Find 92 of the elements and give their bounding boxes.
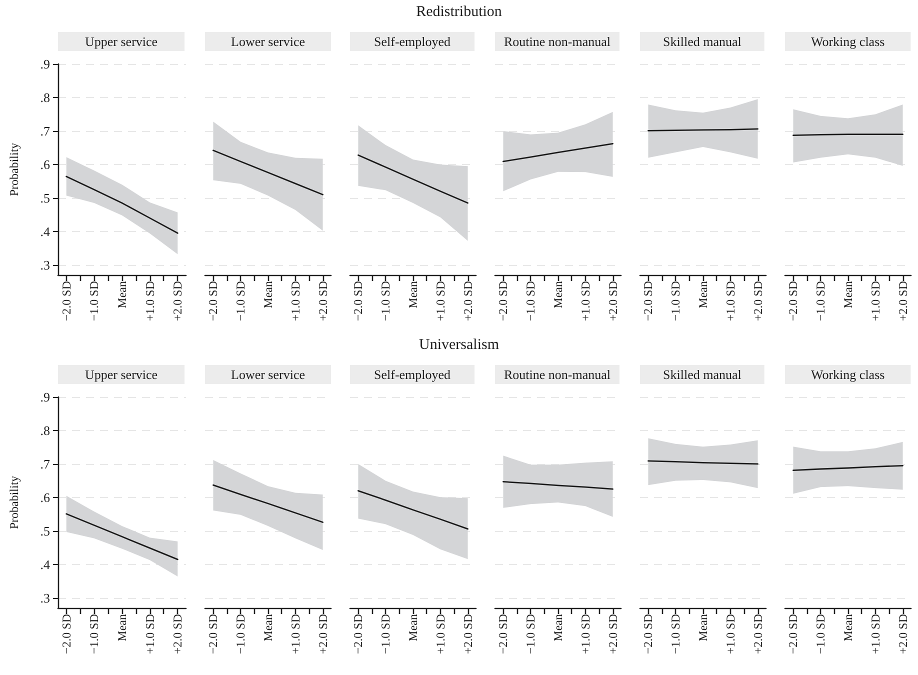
y-tick-label: .7 [40,456,50,472]
chart-title: Skilled manual [663,367,742,382]
x-tick-label: Mean [841,281,855,308]
x-tick-label: +1.0 SD [433,614,448,654]
x-tick-label: −1.0 SD [234,614,248,654]
x-tick-label: −2.0 SD [59,280,74,322]
chart-title: Self-employed [374,34,452,49]
y-axis-title: Probability [7,142,21,196]
x-tick-label: Mean [696,281,710,308]
x-tick-label: +2.0 SD [460,614,475,654]
x-tick-label: −2.0 SD [351,280,366,322]
x-tick-label: −1.0 SD [378,614,393,654]
x-tick-label: −2.0 SD [351,614,366,654]
line-series [66,513,178,560]
x-tick-label: +2.0 SD [896,280,910,322]
line-series [66,176,178,234]
y-tick-label: .3 [40,590,50,606]
x-tick-label: −2.0 SD [496,614,510,654]
x-tick-label: +1.0 SD [142,614,157,654]
x-tick-label: −2.0 SD [59,614,74,654]
x-tick-label: −2.0 SD [786,280,800,322]
x-tick-label: −2.0 SD [496,280,510,322]
x-tick-label: +1.0 SD [868,280,882,322]
chart-title: Skilled manual [663,34,742,49]
x-tick-label: +2.0 SD [316,280,330,322]
x-tick-label: −1.0 SD [814,280,828,322]
chart-title: Routine non-manual [504,34,611,49]
x-tick-label: +1.0 SD [723,280,738,322]
x-tick-label: +1.0 SD [578,280,592,322]
y-tick-label: .6 [40,490,50,505]
chart-title: Working class [811,34,885,49]
x-tick-label: Mean [261,281,275,308]
chart-title: Lower service [231,367,306,382]
x-tick-label: +1.0 SD [433,280,448,322]
x-tick-label: +2.0 SD [606,280,620,322]
x-tick-label: Mean [406,281,420,308]
x-tick-label: +2.0 SD [170,614,185,654]
x-tick-label: +2.0 SD [606,614,620,654]
x-tick-label: +2.0 SD [316,614,330,654]
x-tick-label: +2.0 SD [750,280,765,322]
x-tick-label: +1.0 SD [868,614,882,654]
x-tick-label: Mean [115,614,129,642]
x-tick-label: −2.0 SD [206,280,220,322]
x-tick-label: −1.0 SD [234,280,248,322]
x-tick-label: +1.0 SD [288,614,302,654]
x-tick-label: Mean [261,614,275,642]
x-tick-label: −1.0 SD [668,614,683,654]
y-tick-label: .4 [40,556,50,572]
chart-title: Lower service [231,34,306,49]
x-tick-label: +1.0 SD [578,614,592,654]
y-tick-label: .8 [40,90,50,105]
x-tick-label: +1.0 SD [142,280,157,322]
x-tick-label: Mean [551,614,565,642]
chart-title: Upper service [85,367,158,382]
x-tick-label: Mean [406,614,420,642]
x-tick-label: +2.0 SD [896,614,910,654]
chart-title: Self-employed [374,367,452,382]
x-tick-label: +2.0 SD [750,614,765,654]
y-tick-label: .9 [40,390,50,404]
x-tick-label: −1.0 SD [87,614,102,654]
x-tick-label: −1.0 SD [814,614,828,654]
x-tick-label: −1.0 SD [524,614,538,654]
y-tick-label: .7 [40,123,50,138]
x-tick-label: −2.0 SD [641,614,656,654]
x-tick-label: −1.0 SD [524,280,538,322]
x-tick-label: −1.0 SD [87,280,102,322]
y-tick-label: .5 [40,190,50,206]
x-tick-label: Mean [551,281,565,308]
x-tick-label: −1.0 SD [668,280,683,322]
x-tick-label: Mean [841,614,855,642]
y-tick-label: .4 [40,224,50,239]
y-tick-label: .6 [40,156,50,172]
x-tick-label: −2.0 SD [206,614,220,654]
y-tick-label: .5 [40,523,50,538]
chart-title: Routine non-manual [504,367,611,382]
chart-title: Working class [811,367,885,382]
x-tick-label: −1.0 SD [378,280,393,322]
x-tick-label: +1.0 SD [288,280,302,322]
x-tick-label: Mean [696,614,710,642]
x-tick-label: +2.0 SD [170,280,185,322]
y-axis-title: Probability [7,476,21,530]
x-tick-label: +1.0 SD [723,614,738,654]
x-tick-label: Mean [115,281,129,308]
text: Redistribution [415,4,503,21]
x-tick-label: −2.0 SD [641,280,656,322]
y-tick-label: .8 [40,422,50,438]
y-tick-label: .9 [40,56,50,72]
x-tick-label: −2.0 SD [786,614,800,654]
chart-title: Upper service [85,34,158,49]
y-tick-label: .3 [40,257,50,272]
x-tick-label: +2.0 SD [460,280,475,322]
text: Universalism [418,337,500,354]
